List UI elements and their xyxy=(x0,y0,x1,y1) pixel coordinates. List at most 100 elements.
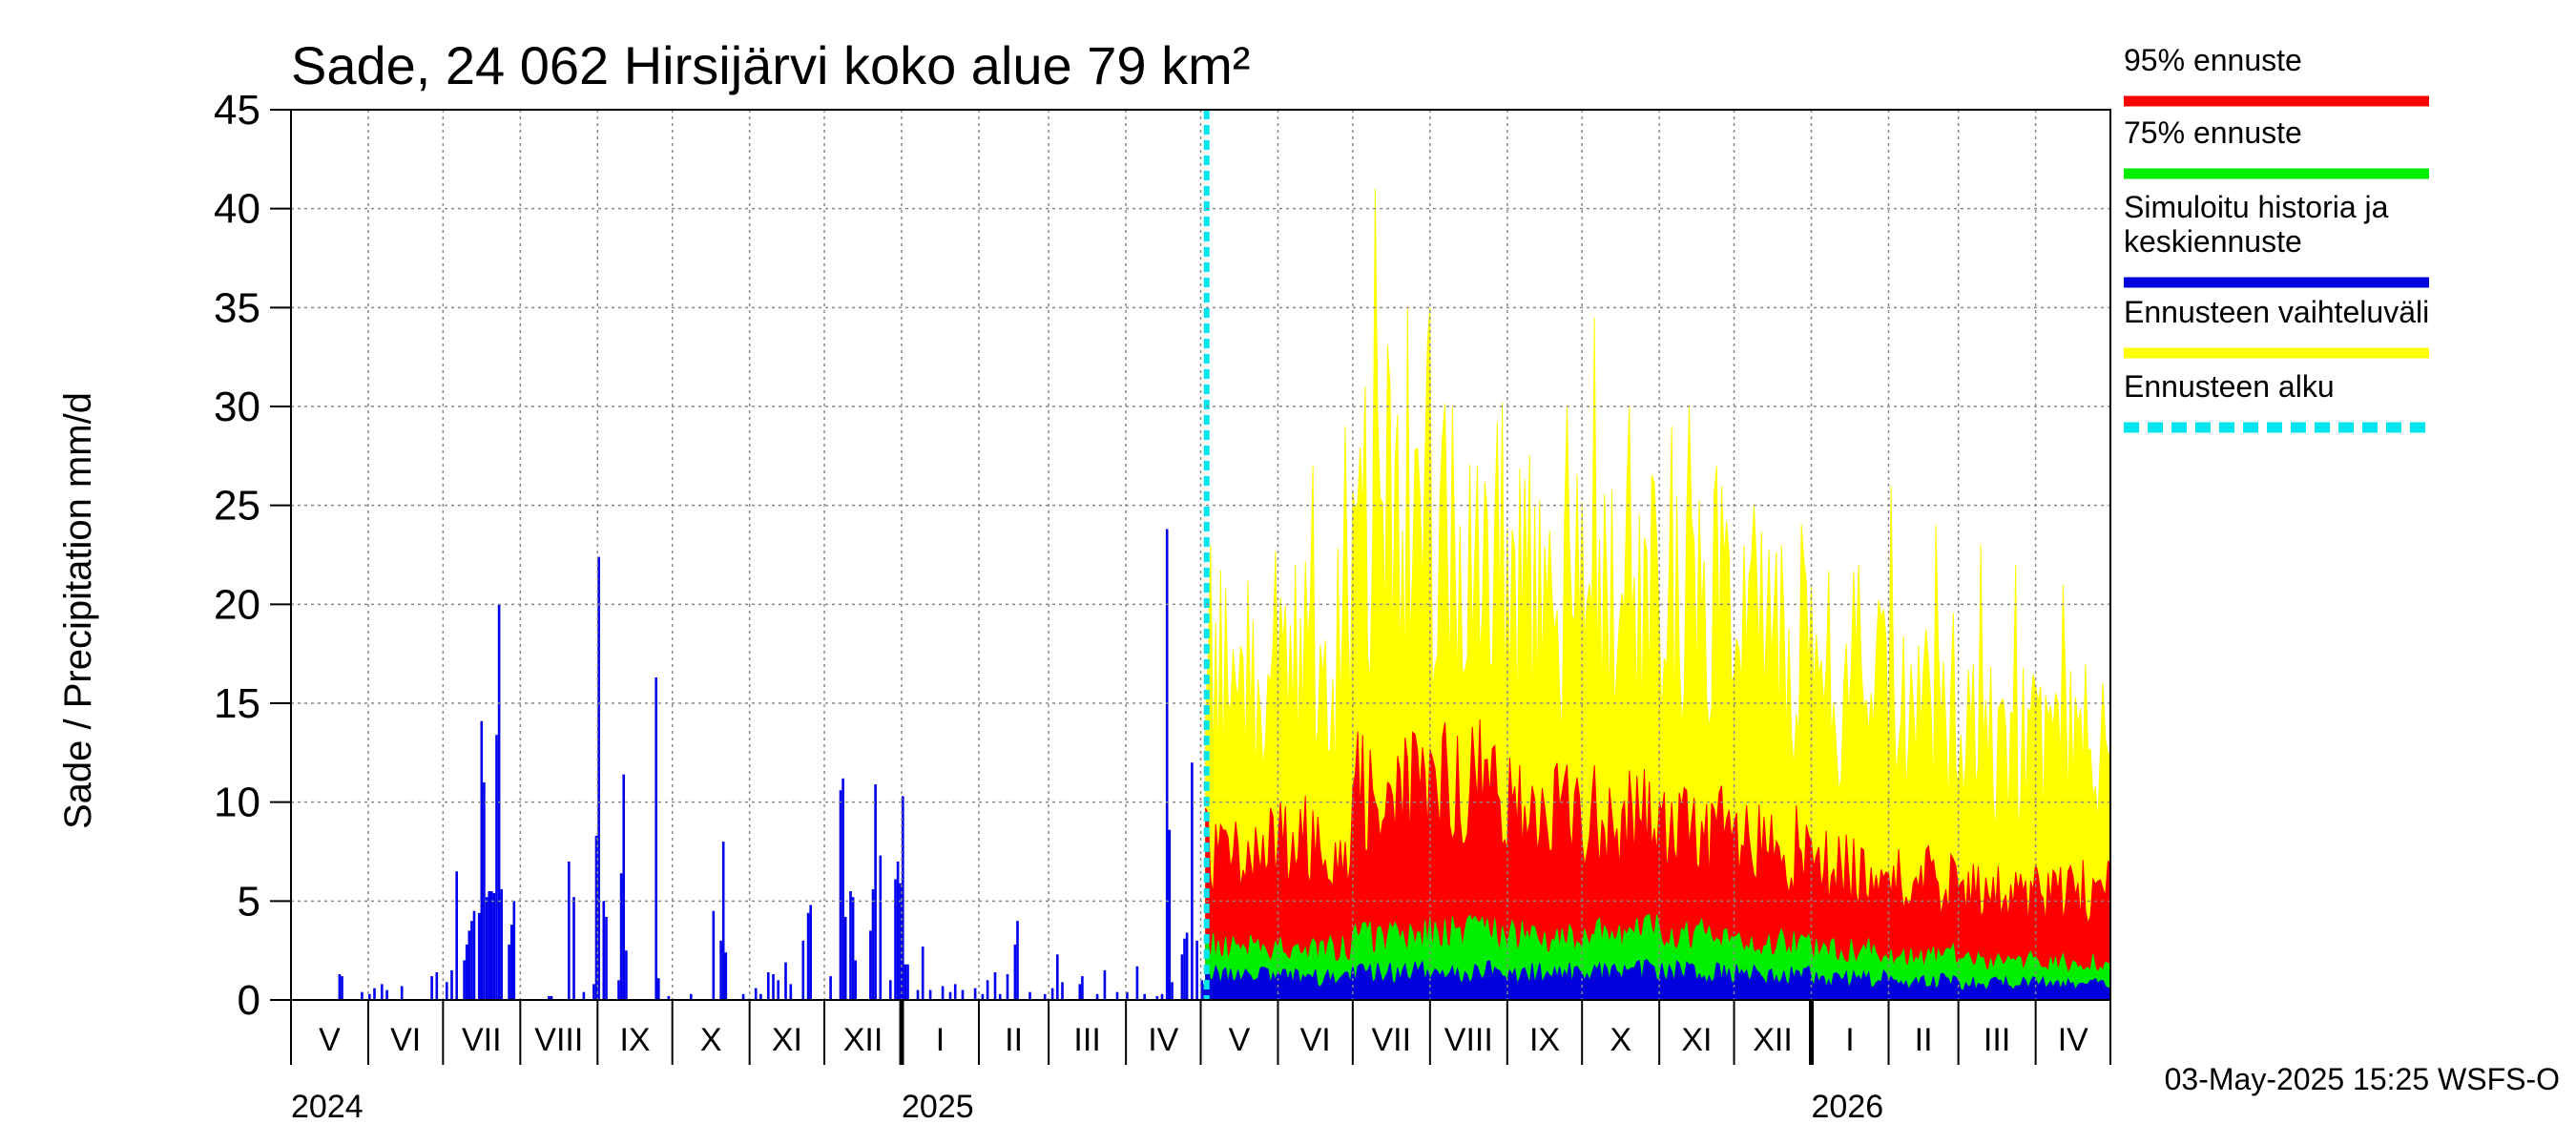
history-bar xyxy=(509,925,513,1000)
history-bar xyxy=(492,893,496,1000)
history-bar xyxy=(485,897,488,1000)
history-bar xyxy=(1135,966,1139,1000)
history-bar xyxy=(896,861,900,1000)
history-bar xyxy=(472,910,476,1000)
legend-label: 95% ennuste xyxy=(2124,43,2302,77)
history-bar xyxy=(361,991,364,1000)
y-tick-label: 45 xyxy=(214,87,260,134)
history-bar xyxy=(605,916,608,1000)
history-bar xyxy=(1165,529,1169,1000)
history-bar xyxy=(1081,976,1084,1000)
history-bar xyxy=(841,778,844,1000)
history-bar xyxy=(941,986,945,1000)
history-bar xyxy=(1013,944,1017,1000)
plot-area xyxy=(338,110,2111,1001)
history-bar xyxy=(572,897,575,1000)
month-label: IX xyxy=(1529,1022,1560,1058)
history-bar xyxy=(839,790,842,1000)
history-bar xyxy=(594,835,598,1000)
history-bar xyxy=(467,930,471,1000)
history-bar xyxy=(1191,762,1194,1000)
history-bar xyxy=(894,879,897,1000)
history-bar xyxy=(998,993,1002,1000)
month-label: XII xyxy=(1753,1022,1793,1058)
history-bar xyxy=(801,940,805,1000)
history-bar xyxy=(690,993,693,1000)
month-label: V xyxy=(1229,1022,1251,1058)
history-bar xyxy=(338,974,342,1000)
history-bar xyxy=(1016,921,1019,1000)
history-bar xyxy=(582,991,586,1000)
timestamp-label: 03-May-2025 15:25 WSFS-O xyxy=(2165,1062,2560,1096)
history-bar xyxy=(1006,974,1009,1000)
chart-title: Sade, 24 062 Hirsijärvi koko alue 79 km² xyxy=(291,35,1250,95)
history-bar xyxy=(597,556,600,1000)
forecast-95-area xyxy=(1205,718,2111,1001)
month-label: VIII xyxy=(534,1022,583,1058)
history-bar xyxy=(961,989,965,1000)
history-bar xyxy=(871,888,875,1000)
month-label: XII xyxy=(843,1022,883,1058)
history-bar xyxy=(1028,991,1031,1000)
month-label: XI xyxy=(772,1022,802,1058)
history-bar xyxy=(1143,993,1147,1000)
history-bar xyxy=(1115,991,1119,1000)
history-bar xyxy=(973,988,977,1000)
history-bar xyxy=(784,962,787,1000)
history-bar xyxy=(1168,829,1172,1000)
history-bar xyxy=(368,993,371,1000)
history-bar xyxy=(916,989,920,1000)
history-bar xyxy=(1200,980,1204,1000)
history-bar xyxy=(490,891,493,1000)
month-label: II xyxy=(1915,1022,1933,1058)
history-bar xyxy=(1185,932,1189,1000)
history-bar xyxy=(759,993,762,1000)
year-label: 2025 xyxy=(902,1089,974,1125)
history-bar xyxy=(625,950,628,1000)
month-label: VII xyxy=(462,1022,502,1058)
history-bar xyxy=(1043,993,1047,1000)
history-bar xyxy=(1171,982,1174,1000)
history-bar xyxy=(849,891,852,1000)
history-bar xyxy=(480,720,484,1000)
history-bar xyxy=(1180,954,1184,1000)
month-label: VI xyxy=(1300,1022,1331,1058)
history-bar xyxy=(465,944,468,1000)
history-bar xyxy=(809,905,813,1000)
month-label: I xyxy=(1845,1022,1854,1058)
month-label: X xyxy=(1610,1022,1631,1058)
month-label: VIII xyxy=(1444,1022,1493,1058)
history-bar xyxy=(1160,993,1164,1000)
month-label: III xyxy=(1073,1022,1100,1058)
history-bar xyxy=(851,897,855,1000)
month-label: VII xyxy=(1372,1022,1412,1058)
history-bar xyxy=(617,980,620,1000)
history-bar xyxy=(754,988,758,1000)
history-bar xyxy=(899,883,903,1000)
history-bar xyxy=(1195,940,1198,1000)
y-tick-label: 5 xyxy=(238,878,260,925)
history-bar xyxy=(902,796,904,1000)
y-tick-label: 20 xyxy=(214,581,260,628)
legend-label: 75% ennuste xyxy=(2124,115,2302,150)
legend-label: keskiennuste xyxy=(2124,224,2302,259)
month-label: II xyxy=(1005,1022,1023,1058)
history-bar xyxy=(550,995,553,1000)
legend: 95% ennuste 75% ennuste Simuloitu historia… xyxy=(2124,43,2429,433)
history-bar xyxy=(986,980,989,1000)
legend-label: Ennusteen vaihteluväli xyxy=(2124,295,2429,329)
month-label: I xyxy=(936,1022,945,1058)
history-bar xyxy=(741,993,745,1000)
history-bar xyxy=(400,986,404,1000)
month-label: III xyxy=(1984,1022,2010,1058)
history-bar xyxy=(508,944,510,1000)
history-bar xyxy=(1203,984,1206,1000)
history-bar xyxy=(904,964,907,1000)
y-tick-label: 0 xyxy=(238,977,260,1024)
history-bar xyxy=(712,910,716,1000)
history-bar xyxy=(470,921,473,1000)
month-label: IV xyxy=(2058,1022,2088,1058)
history-bar xyxy=(512,901,516,1000)
history-bar xyxy=(500,888,504,1000)
